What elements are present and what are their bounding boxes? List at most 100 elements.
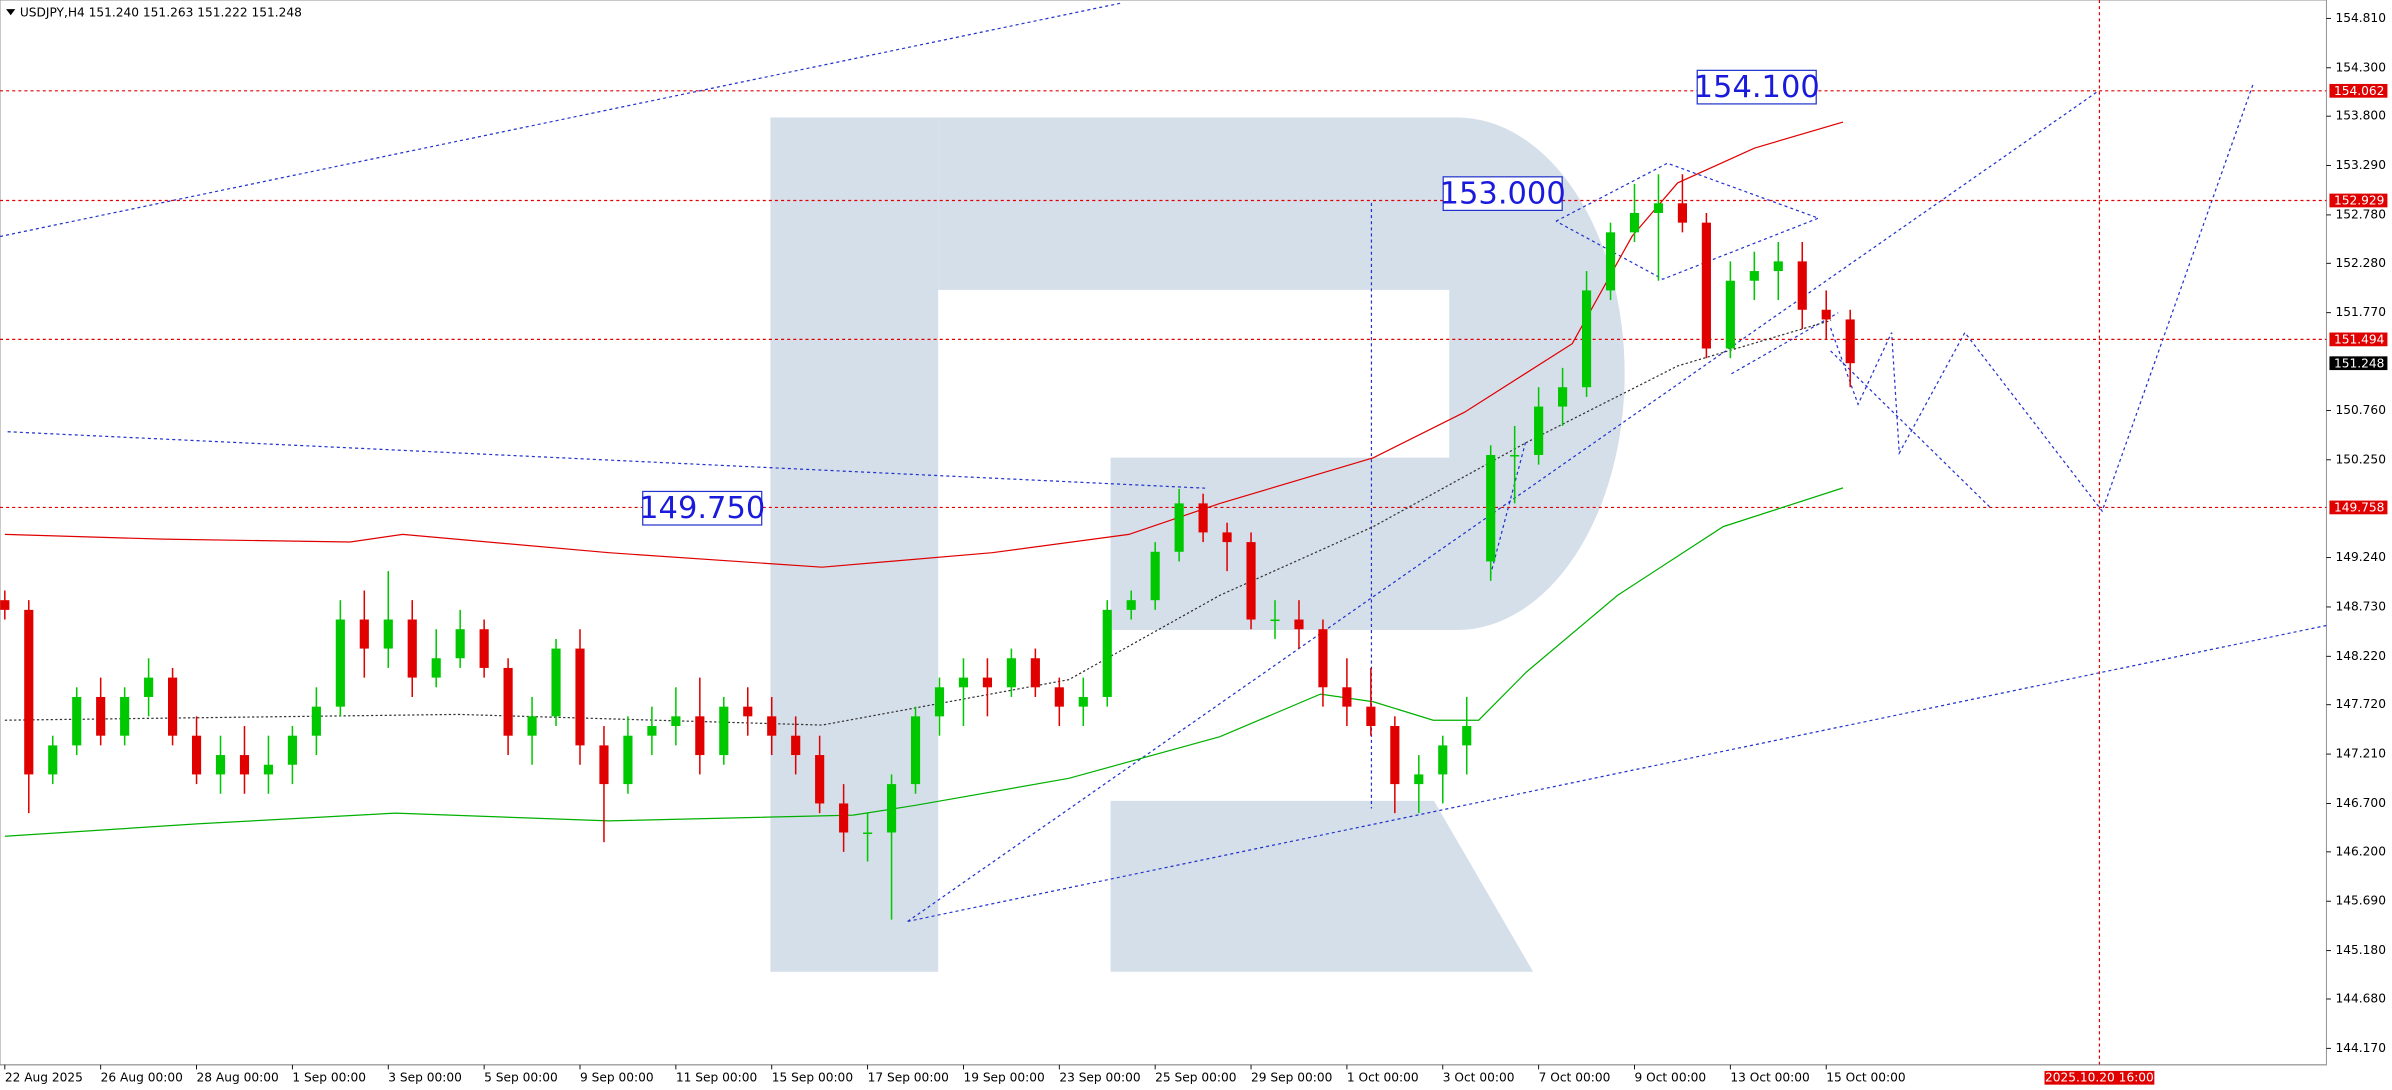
candle-body <box>1414 774 1424 785</box>
watermark-bowl <box>938 117 1625 631</box>
candle-body <box>1558 387 1568 407</box>
candle-body <box>144 677 154 697</box>
y-tick-label: 148.220 <box>2336 649 2386 663</box>
candle-body <box>1318 629 1328 688</box>
y-tick-label: 153.800 <box>2336 109 2386 123</box>
candle-body <box>1054 687 1064 707</box>
y-tick-label: 149.240 <box>2336 550 2386 564</box>
candle-body <box>263 764 274 775</box>
x-tick-label: 26 Aug 00:00 <box>101 1070 183 1084</box>
candle-body <box>1653 203 1664 213</box>
candle-body <box>1510 454 1520 457</box>
candle-body <box>982 677 992 688</box>
forecast-path <box>1830 350 1992 509</box>
candle-body <box>215 755 226 775</box>
candle-body <box>503 667 513 736</box>
candle-body <box>910 716 921 785</box>
time-marker-box <box>2044 1070 2155 1085</box>
x-tick-label: 1 Oct 00:00 <box>1347 1070 1419 1084</box>
candle-body <box>1270 619 1280 622</box>
candle-body <box>719 706 729 756</box>
annotation-box <box>1696 69 1817 105</box>
x-tick-label: 22 Aug 2025 <box>5 1070 83 1084</box>
candle-body <box>863 832 873 835</box>
candle-body <box>168 677 178 736</box>
watermark-stem <box>770 117 939 972</box>
x-tick-label: 3 Oct 00:00 <box>1443 1070 1515 1084</box>
candle-body <box>1773 261 1783 272</box>
annotation-box <box>1442 176 1563 212</box>
candle-body <box>72 696 82 746</box>
candle-body <box>1486 454 1496 562</box>
candle-body <box>1222 532 1232 543</box>
x-tick-label: 23 Sep 00:00 <box>1059 1070 1140 1084</box>
level-label: 151.494 <box>2334 333 2385 347</box>
x-tick-label: 15 Oct 00:00 <box>1826 1070 1905 1084</box>
candle-body <box>767 716 777 736</box>
x-tick-label: 9 Sep 00:00 <box>580 1070 654 1084</box>
candle-body <box>1438 745 1448 775</box>
candle-body <box>599 745 609 785</box>
candle-body <box>575 648 585 746</box>
candle-body <box>479 629 489 668</box>
candle-body <box>743 706 753 717</box>
y-tick-label: 148.730 <box>2336 599 2386 613</box>
candle-body <box>815 755 825 804</box>
candle-body <box>287 735 297 765</box>
watermark-leg <box>1110 800 1534 972</box>
y-tick-label: 145.180 <box>2336 943 2386 957</box>
candle-body <box>311 706 321 736</box>
candle-body <box>1246 542 1256 620</box>
trend-line <box>907 91 2098 922</box>
candle-body <box>551 648 561 717</box>
x-tick-label: 29 Sep 00:00 <box>1251 1070 1332 1084</box>
candle-body <box>1198 503 1208 533</box>
candle-body <box>359 619 369 649</box>
x-tick-label: 13 Oct 00:00 <box>1730 1070 1809 1084</box>
trend-line <box>0 2 1122 238</box>
candle-body <box>1677 203 1688 223</box>
candle-body <box>407 619 417 678</box>
candle-body <box>0 600 10 610</box>
x-tick-label: 25 Sep 00:00 <box>1155 1070 1236 1084</box>
y-tick-label: 151.770 <box>2336 305 2386 319</box>
candle-body <box>1126 600 1136 610</box>
level-label: 154.062 <box>2334 84 2384 98</box>
x-tick-label: 5 Sep 00:00 <box>484 1070 558 1084</box>
candle-body <box>48 745 58 775</box>
trend-lines <box>0 2 2327 923</box>
x-tick-label: 19 Sep 00:00 <box>963 1070 1044 1084</box>
candle-body <box>24 609 34 775</box>
candle-body <box>120 696 130 736</box>
annotation-label: 154.100 <box>1694 70 1820 105</box>
candle-body <box>1629 212 1640 233</box>
x-tick-label: 28 Aug 00:00 <box>197 1070 279 1084</box>
candle-body <box>958 677 969 688</box>
trend-line <box>1489 442 1527 576</box>
candle-body <box>695 716 705 756</box>
candle-body <box>1078 696 1088 707</box>
candle-body <box>1150 551 1160 601</box>
candle-body <box>1534 406 1544 455</box>
candle-body <box>96 696 106 736</box>
x-tick-label: 1 Sep 00:00 <box>292 1070 366 1084</box>
annotation-box <box>642 490 763 526</box>
y-tick-label: 153.290 <box>2336 158 2386 172</box>
candle-body <box>431 658 441 678</box>
y-tick-label: 147.720 <box>2336 697 2386 711</box>
moving-average <box>4 487 1844 837</box>
x-tick-label: 7 Oct 00:00 <box>1539 1070 1611 1084</box>
x-tick-label: 3 Sep 00:00 <box>388 1070 462 1084</box>
y-tick-label: 144.170 <box>2336 1041 2386 1055</box>
candle-body <box>623 735 633 785</box>
price-label-box <box>2329 356 2388 371</box>
y-tick-label: 150.250 <box>2336 452 2386 466</box>
candle-body <box>239 755 250 775</box>
candle-body <box>1797 261 1807 310</box>
forecast-path <box>1830 83 2254 513</box>
price-label: 151.248 <box>2334 356 2384 370</box>
chart-title: USDJPY,H4 151.240 151.263 151.222 151.24… <box>20 5 302 19</box>
level-label-box <box>2329 83 2388 98</box>
candle-body <box>934 687 945 717</box>
candle-body <box>1174 503 1184 552</box>
